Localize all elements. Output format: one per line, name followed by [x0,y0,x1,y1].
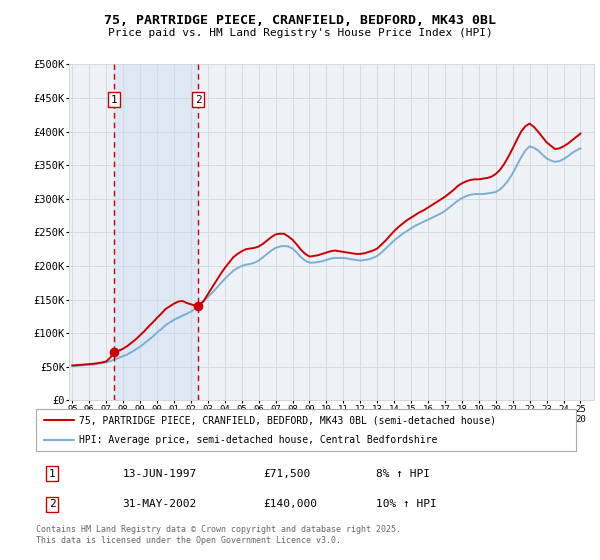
Text: HPI: Average price, semi-detached house, Central Bedfordshire: HPI: Average price, semi-detached house,… [79,435,437,445]
Text: £71,500: £71,500 [263,469,310,479]
Text: 10% ↑ HPI: 10% ↑ HPI [376,500,437,510]
Text: 13-JUN-1997: 13-JUN-1997 [122,469,197,479]
Text: Price paid vs. HM Land Registry's House Price Index (HPI): Price paid vs. HM Land Registry's House … [107,28,493,38]
Text: 75, PARTRIDGE PIECE, CRANFIELD, BEDFORD, MK43 0BL: 75, PARTRIDGE PIECE, CRANFIELD, BEDFORD,… [104,14,496,27]
Text: 75, PARTRIDGE PIECE, CRANFIELD, BEDFORD, MK43 0BL (semi-detached house): 75, PARTRIDGE PIECE, CRANFIELD, BEDFORD,… [79,415,496,425]
Text: 1: 1 [110,95,117,105]
Text: 2: 2 [49,500,56,510]
Text: 1: 1 [49,469,56,479]
Text: £140,000: £140,000 [263,500,317,510]
Text: 8% ↑ HPI: 8% ↑ HPI [376,469,430,479]
Text: Contains HM Land Registry data © Crown copyright and database right 2025.
This d: Contains HM Land Registry data © Crown c… [36,525,401,545]
Text: 31-MAY-2002: 31-MAY-2002 [122,500,197,510]
Bar [114,64,198,400]
Text: 2: 2 [194,95,202,105]
